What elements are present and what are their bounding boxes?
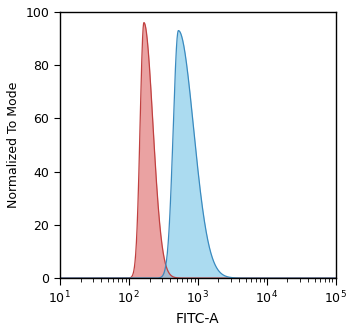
X-axis label: FITC-A: FITC-A — [176, 312, 219, 326]
Y-axis label: Normalized To Mode: Normalized To Mode — [7, 82, 20, 208]
